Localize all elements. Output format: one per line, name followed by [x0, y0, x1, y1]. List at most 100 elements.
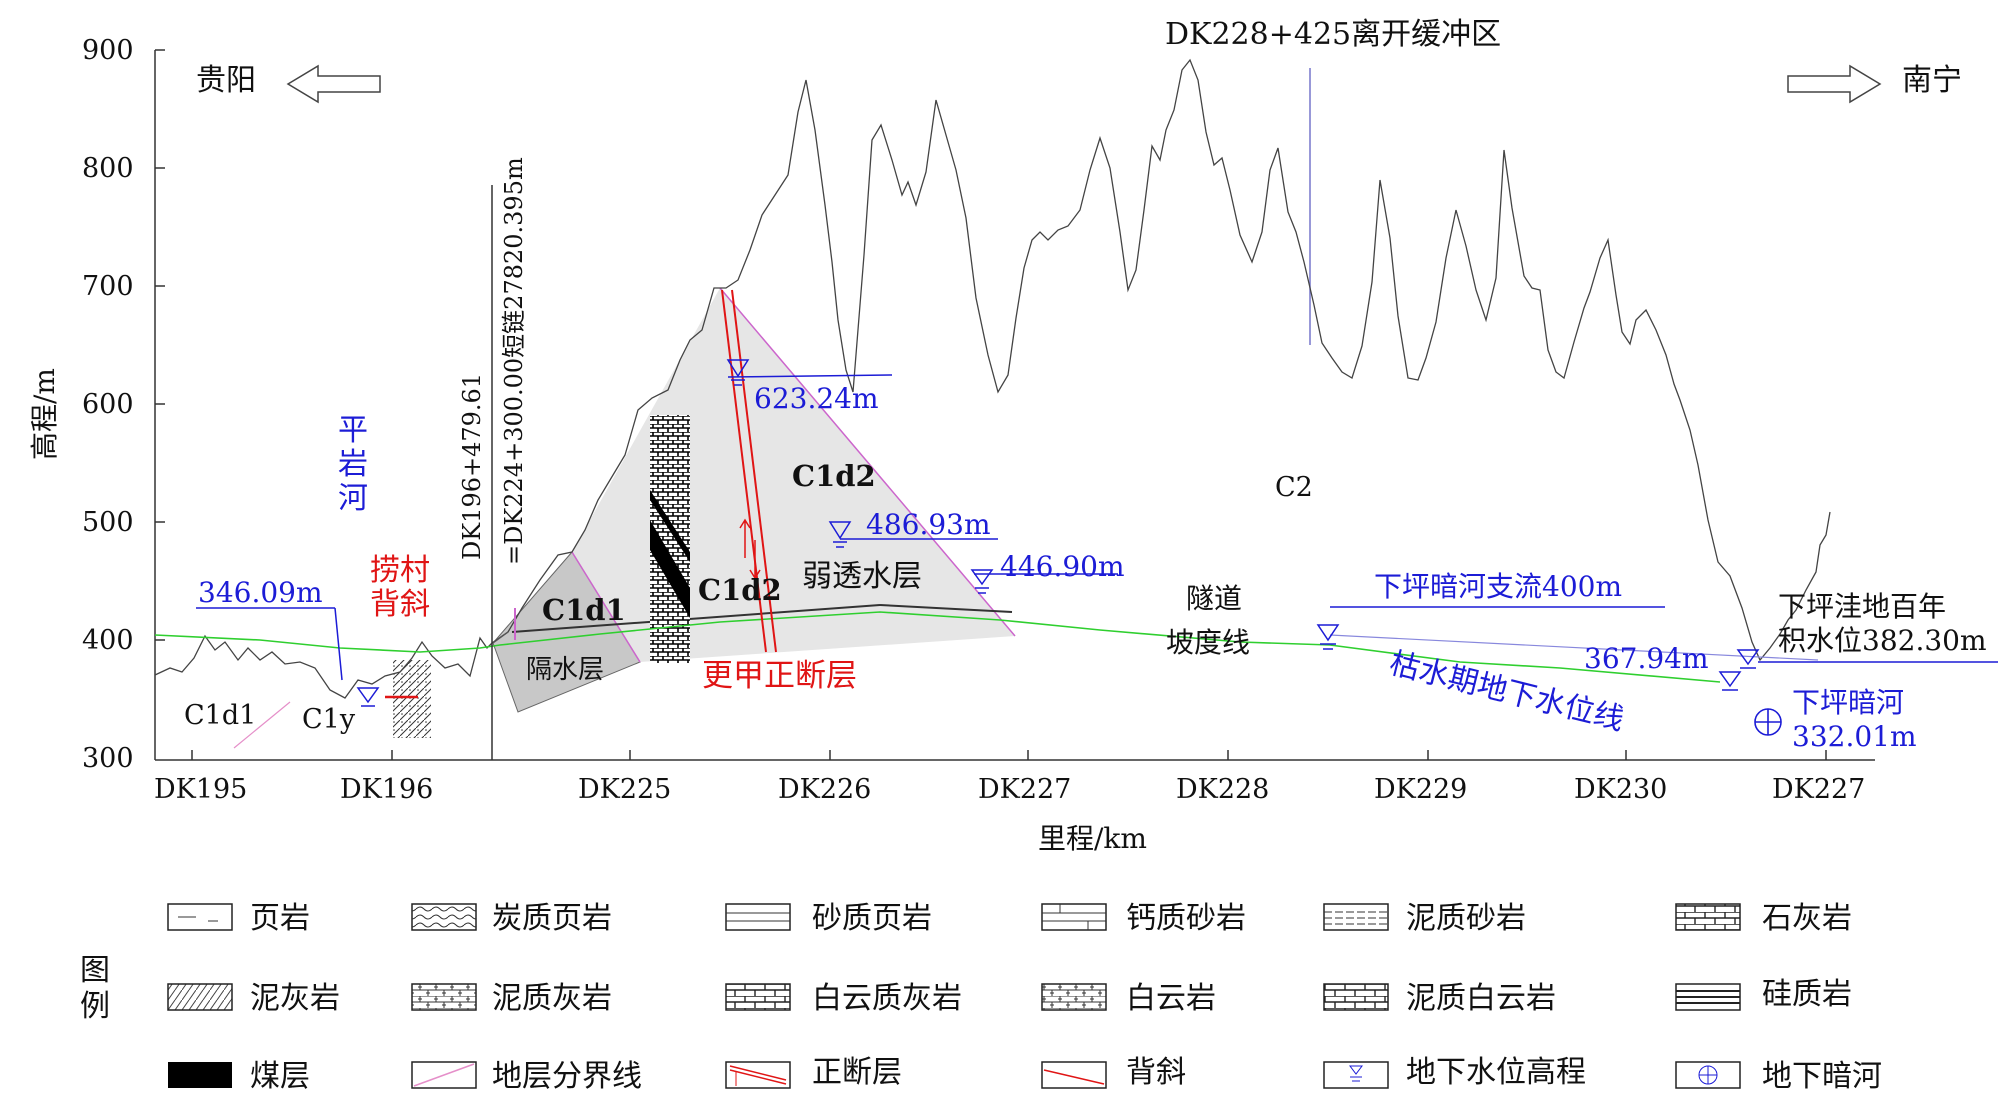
legend-label: 砂质页岩 — [812, 901, 932, 936]
fault-line — [731, 289, 777, 653]
calcareous-sandstone-icon — [1041, 903, 1107, 931]
x-tick-label: DK227 — [1772, 774, 1865, 805]
aquitard-top-line — [511, 604, 881, 633]
coal-seam-icon — [168, 1062, 232, 1088]
chain-break-label: DK196+479.61 — [458, 373, 486, 560]
x-tick-label: DK229 — [1374, 774, 1467, 805]
stratum-boundary-line — [233, 701, 291, 749]
x-tick-label: DK225 — [578, 774, 671, 805]
groundwater-level-symbol — [970, 569, 1118, 594]
y-axis-label: 高程/m — [28, 368, 61, 460]
groundwater-level-icon — [1323, 1061, 1389, 1089]
fault-label: 更甲正断层 — [702, 658, 857, 694]
x-tick-label: DK195 — [154, 774, 247, 805]
sandy-shale-icon — [725, 903, 791, 931]
legend-label: 白云岩 — [1126, 981, 1216, 1016]
direction-left-label: 贵阳 — [196, 63, 256, 98]
y-ticks — [155, 49, 165, 641]
legend-label: 地层分界线 — [492, 1059, 642, 1094]
y-tick-label: 700 — [82, 271, 134, 302]
stratum-label: C1d1 — [542, 593, 626, 627]
stratum-boundary-icon — [411, 1061, 477, 1089]
section-title: DK228+425离开缓冲区 — [1165, 17, 1501, 52]
fault-line — [721, 289, 767, 653]
legend-label: 白云质灰岩 — [812, 981, 962, 1016]
x-tick-label: DK196 — [340, 774, 433, 805]
chain-break-label: =DK224+300.00短链27820.395m — [500, 157, 528, 565]
water-level-label: 下坪洼地百年 — [1778, 590, 1946, 623]
legend-label: 背斜 — [1126, 1055, 1186, 1090]
anticline-label: 背斜 — [370, 587, 430, 622]
water-level-label: 下坪暗河支流400m — [1374, 570, 1622, 603]
legend-label: 煤层 — [250, 1059, 310, 1094]
legend-label: 地下水位高程 — [1406, 1055, 1586, 1090]
water-level-label: 积水位382.30m — [1778, 624, 1987, 657]
aquitard-outline — [492, 631, 509, 644]
water-level-label: 346.09m — [198, 576, 323, 609]
coal-seam — [650, 490, 690, 562]
underground-river-label: 下坪暗河 — [1792, 686, 1904, 719]
y-tick-label: 500 — [82, 507, 134, 538]
legend-label: 泥质灰岩 — [492, 981, 612, 1016]
stratum-boundary-line — [571, 551, 641, 663]
stratum-label: C1d2 — [698, 573, 782, 607]
y-tick-label: 300 — [82, 743, 134, 774]
x-ticks — [191, 750, 1827, 760]
x-axis-label: 里程/km — [1038, 822, 1147, 855]
anticline-zone — [393, 660, 431, 738]
x-tick-label: DK227 — [978, 774, 1071, 805]
legend-label: 正断层 — [812, 1055, 902, 1090]
anticline-icon — [1041, 1061, 1107, 1089]
stratum-label: C1d2 — [792, 459, 876, 493]
terrain-profile — [154, 58, 1831, 699]
river-label: 平 — [338, 413, 368, 448]
legend-label: 泥质白云岩 — [1406, 981, 1556, 1016]
weak-aquifer-top-line — [879, 604, 1013, 613]
legend-label: 页岩 — [250, 901, 310, 936]
siliceous-rock-icon — [1675, 983, 1741, 1011]
x-tick-label: DK230 — [1574, 774, 1667, 805]
limestone-icon — [1675, 903, 1741, 931]
tunnel-grade-label: 坡度线 — [1166, 626, 1250, 659]
legend-label: 石灰岩 — [1762, 901, 1852, 936]
direction-right-label: 南宁 — [1902, 63, 1962, 98]
tunnel-grade-label: 隧道 — [1186, 582, 1242, 615]
stratum-label: C1y — [302, 704, 356, 735]
normal-fault-icon — [725, 1061, 791, 1089]
tunnel-grade-line — [154, 611, 1721, 683]
water-level-label: 446.90m — [1000, 550, 1125, 583]
legend-label: 地下暗河 — [1762, 1059, 1882, 1094]
legend-title: 图 — [80, 953, 110, 988]
river-label: 岩 — [338, 447, 368, 482]
arrow-left-icon — [286, 64, 381, 104]
legend-label: 泥质砂岩 — [1406, 901, 1526, 936]
dolomite-icon — [1041, 983, 1107, 1011]
dolomitic-limestone-icon — [725, 983, 791, 1011]
argillaceous-sandstone-icon — [1323, 903, 1389, 931]
groundwater-level-symbol — [726, 359, 893, 386]
marl-icon — [167, 983, 233, 1011]
legend-label: 泥灰岩 — [250, 981, 340, 1016]
x-tick-label: DK226 — [778, 774, 871, 805]
x-tick-label: DK228 — [1176, 774, 1269, 805]
shale-icon — [167, 903, 233, 931]
stratum-boundary-line — [719, 287, 1016, 637]
river-label: 河 — [338, 481, 368, 516]
legend-label: 炭质页岩 — [492, 901, 612, 936]
y-tick-label: 400 — [82, 625, 134, 656]
water-level-label: 623.24m — [754, 382, 879, 415]
legend-title: 例 — [80, 989, 110, 1024]
weak-aquifer-label: 弱透水层 — [802, 559, 922, 594]
stratum-label: C2 — [1275, 472, 1313, 503]
carbonaceous-shale-icon — [411, 903, 477, 931]
water-level-label: 367.94m — [1584, 642, 1709, 675]
underground-river-icon — [1675, 1061, 1741, 1089]
groundwater-level-symbol — [196, 607, 380, 707]
argillaceous-limestone-icon — [411, 983, 477, 1011]
coal-seam — [650, 520, 690, 618]
stratum-label: C1d1 — [184, 700, 256, 731]
groundwater-level-symbol — [1718, 649, 1998, 691]
underground-river-icon — [1754, 708, 1782, 736]
argillaceous-dolomite-icon — [1323, 983, 1389, 1011]
